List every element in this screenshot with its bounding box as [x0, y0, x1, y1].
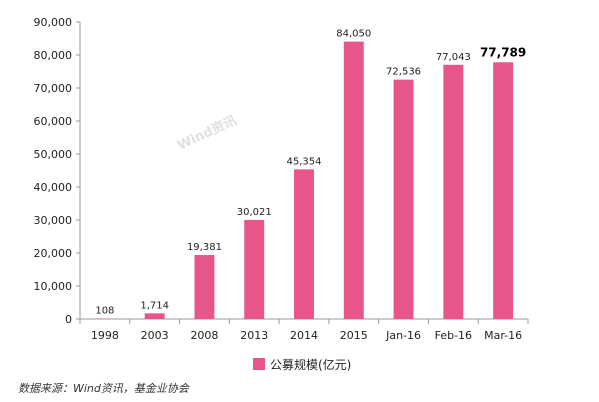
- data-label: 72,536: [386, 67, 421, 78]
- data-label: 108: [95, 306, 114, 317]
- watermark: Wind资讯: [175, 112, 239, 153]
- y-tick-label: 30,000: [34, 214, 73, 227]
- y-tick-label: 60,000: [34, 115, 73, 128]
- source-note: 数据来源：Wind资讯，基金业协会: [18, 382, 189, 395]
- y-tick-label: 20,000: [34, 247, 73, 260]
- x-tick-label: Feb-16: [435, 329, 472, 342]
- x-tick-label: Mar-16: [484, 329, 522, 342]
- legend-label: 公募规模(亿元): [270, 357, 351, 372]
- bar: [244, 219, 265, 319]
- y-tick-label: 70,000: [34, 82, 73, 95]
- data-label: 45,354: [287, 156, 322, 167]
- bar: [393, 79, 414, 320]
- legend: 公募规模(亿元): [253, 357, 351, 372]
- x-tick-label: 1998: [91, 329, 119, 342]
- data-label: 1,714: [140, 300, 169, 311]
- x-tick-label: 2014: [290, 329, 318, 342]
- y-axis: 0 10,000 20,000 30,000 40,000 50,000 60,000 70,…: [34, 16, 81, 326]
- x-axis: 1998 2003 2008 2013 2014 2015 Jan-16 Feb-16 Mar-…: [79, 318, 529, 342]
- x-tick-label: Jan-16: [385, 329, 421, 342]
- data-label: 77,043: [436, 52, 471, 63]
- legend-swatch: [253, 358, 265, 370]
- x-tick-label: 2008: [190, 329, 218, 342]
- bar: [343, 41, 364, 319]
- bar: [144, 313, 165, 319]
- bar: [443, 64, 464, 319]
- data-label: 30,021: [237, 207, 272, 218]
- bars: [94, 41, 514, 320]
- y-tick-label: 10,000: [34, 280, 73, 293]
- bar: [294, 169, 314, 319]
- bar: [493, 62, 514, 320]
- data-labels: 108 1,714 19,381 30,021 45,354 84,050 72,536 77…: [95, 29, 526, 317]
- data-label: 19,381: [187, 242, 222, 253]
- y-tick-label: 90,000: [34, 16, 73, 29]
- x-tick-label: 2015: [340, 329, 368, 342]
- y-tick-label: 50,000: [34, 148, 73, 161]
- y-tick-label: 0: [65, 313, 72, 326]
- y-tick-label: 80,000: [34, 49, 73, 62]
- data-label: 77,789: [480, 45, 526, 59]
- x-tick-label: 2013: [240, 329, 268, 342]
- data-label: 84,050: [336, 29, 371, 40]
- y-tick-label: 40,000: [34, 181, 73, 194]
- bar: [194, 255, 215, 319]
- x-tick-label: 2003: [141, 329, 169, 342]
